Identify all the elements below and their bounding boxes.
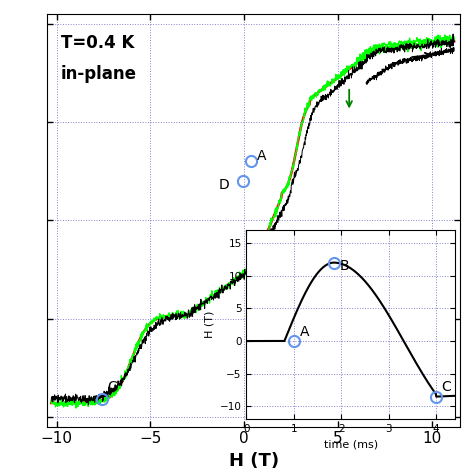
Text: C: C — [441, 380, 451, 394]
Y-axis label: H (T): H (T) — [204, 311, 214, 338]
X-axis label: H (T): H (T) — [228, 452, 279, 470]
X-axis label: time (ms): time (ms) — [324, 440, 378, 450]
Text: A: A — [300, 325, 309, 339]
Text: A: A — [257, 148, 267, 163]
Text: C: C — [108, 380, 117, 394]
Text: in-plane: in-plane — [61, 65, 137, 83]
Text: T=0.4 K: T=0.4 K — [61, 34, 134, 52]
Text: B: B — [340, 259, 349, 273]
Text: D: D — [219, 178, 230, 192]
